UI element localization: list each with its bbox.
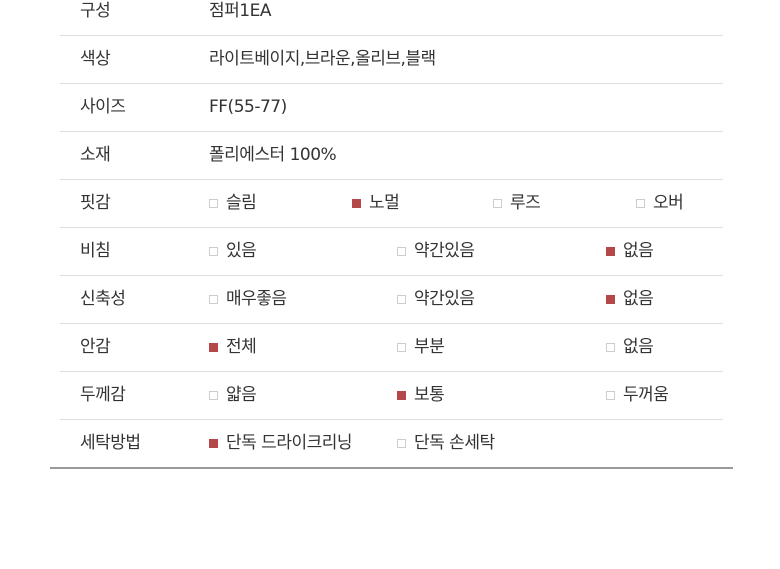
checked-box-icon — [606, 295, 615, 304]
spec-row: 안감 전체 부분 없음 — [60, 324, 723, 372]
spec-row: 두께감 얇음 보통 두꺼움 — [60, 372, 723, 420]
spec-row: 색상 라이트베이지,브라운,올리브,블랙 — [60, 36, 723, 84]
option-label: 매우좋음 — [226, 289, 287, 309]
spec-option: 없음 — [606, 228, 654, 275]
spec-value: 라이트베이지,브라운,올리브,블랙 — [209, 49, 436, 69]
unchecked-box-icon — [606, 343, 615, 352]
spec-row: 핏감 슬림 노멀 루즈 오버 — [60, 180, 723, 228]
spec-row: 사이즈 FF(55-77) — [60, 84, 723, 132]
spec-row: 신축성 매우좋음 약간있음 없음 — [60, 276, 723, 324]
spec-label: 안감 — [80, 337, 111, 357]
spec-label: 신축성 — [80, 289, 126, 309]
unchecked-box-icon — [493, 199, 502, 208]
spec-option: 없음 — [606, 324, 654, 371]
unchecked-box-icon — [606, 391, 615, 400]
spec-option: 두꺼움 — [606, 372, 669, 419]
option-label: 노멀 — [369, 193, 400, 213]
option-label: 약간있음 — [414, 289, 475, 309]
spec-row: 비침 있음 약간있음 없음 — [60, 228, 723, 276]
option-label: 없음 — [623, 289, 654, 309]
unchecked-box-icon — [397, 343, 406, 352]
option-label: 전체 — [226, 337, 257, 357]
spec-value: 폴리에스터 100% — [209, 145, 337, 165]
spec-label: 두께감 — [80, 385, 126, 405]
option-label: 단독 손세탁 — [414, 433, 495, 453]
checked-box-icon — [606, 247, 615, 256]
spec-option: 얇음 — [209, 372, 257, 419]
spec-option: 전체 — [209, 324, 257, 371]
unchecked-box-icon — [397, 247, 406, 256]
unchecked-box-icon — [209, 391, 218, 400]
spec-option: 단독 드라이크리닝 — [209, 420, 353, 467]
spec-row: 소재 폴리에스터 100% — [60, 132, 723, 180]
spec-option: 보통 — [397, 372, 445, 419]
spec-label: 색상 — [80, 49, 111, 69]
unchecked-box-icon — [397, 295, 406, 304]
unchecked-box-icon — [209, 295, 218, 304]
spec-value: FF(55-77) — [209, 97, 287, 117]
spec-label: 비침 — [80, 241, 111, 261]
spec-label: 구성 — [80, 1, 111, 21]
checked-box-icon — [209, 343, 218, 352]
spec-option: 약간있음 — [397, 276, 475, 323]
option-label: 오버 — [653, 193, 684, 213]
spec-label: 핏감 — [80, 193, 111, 213]
option-label: 있음 — [226, 241, 257, 261]
spec-label: 사이즈 — [80, 97, 126, 117]
option-label: 단독 드라이크리닝 — [226, 433, 353, 453]
spec-label: 소재 — [80, 145, 111, 165]
spec-option: 부분 — [397, 324, 445, 371]
spec-option: 단독 손세탁 — [397, 420, 495, 467]
spec-option: 슬림 — [209, 180, 257, 227]
spec-option: 매우좋음 — [209, 276, 287, 323]
spec-label: 세탁방법 — [80, 433, 141, 453]
spec-option: 노멀 — [352, 180, 400, 227]
checked-box-icon — [209, 439, 218, 448]
unchecked-box-icon — [209, 199, 218, 208]
spec-option: 루즈 — [493, 180, 541, 227]
spec-option: 오버 — [636, 180, 684, 227]
option-label: 없음 — [623, 337, 654, 357]
option-label: 루즈 — [510, 193, 541, 213]
unchecked-box-icon — [209, 247, 218, 256]
option-label: 보통 — [414, 385, 445, 405]
unchecked-box-icon — [636, 199, 645, 208]
unchecked-box-icon — [397, 439, 406, 448]
option-label: 없음 — [623, 241, 654, 261]
spec-option: 없음 — [606, 276, 654, 323]
checked-box-icon — [352, 199, 361, 208]
spec-row: 세탁방법 단독 드라이크리닝 단독 손세탁 — [60, 420, 723, 467]
option-label: 얇음 — [226, 385, 257, 405]
spec-option: 있음 — [209, 228, 257, 275]
option-label: 부분 — [414, 337, 445, 357]
option-label: 슬림 — [226, 193, 257, 213]
checked-box-icon — [397, 391, 406, 400]
spec-option: 약간있음 — [397, 228, 475, 275]
spec-value: 점퍼1EA — [209, 1, 271, 21]
option-label: 두꺼움 — [623, 385, 669, 405]
spec-row: 구성 점퍼1EA — [60, 0, 723, 36]
option-label: 약간있음 — [414, 241, 475, 261]
